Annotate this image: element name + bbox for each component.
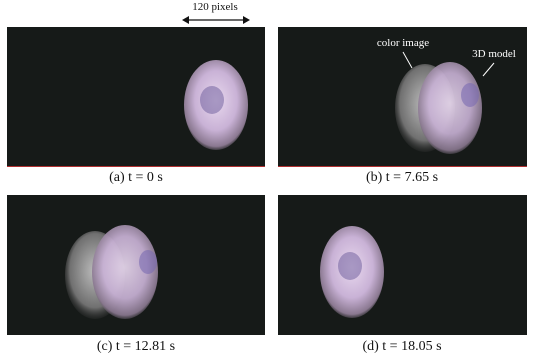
scale-label: 120 pixels (192, 1, 238, 13)
panel-d: (d) t = 18.05 s (278, 195, 527, 354)
caption: (c) t = 12.81 s (97, 339, 175, 354)
caption: (b) t = 7.65 s (366, 170, 438, 185)
panel-c: (c) t = 12.81 s (7, 195, 265, 354)
annotation: color image (377, 37, 429, 49)
caption: (d) t = 18.05 s (362, 339, 441, 354)
panel-b: color image 3D model (b) t = 7.65 s (278, 27, 527, 185)
scale-arrow (182, 16, 250, 24)
panel-a: (a) t = 0 s (7, 27, 265, 185)
figure: 120 pixels (a) t = 0 s color image 3D mo… (0, 0, 533, 358)
annotation: 3D model (472, 48, 516, 60)
caption: (a) t = 0 s (109, 170, 163, 185)
